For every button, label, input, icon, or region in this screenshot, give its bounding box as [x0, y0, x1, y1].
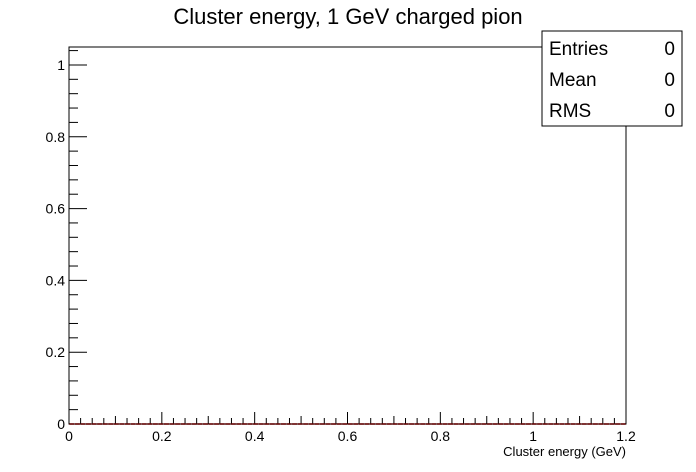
- x-tick-label: 0.8: [431, 428, 451, 444]
- axis-tick-labels: 0 0.2 0.4 0.6 0.8 1 1.2 0 0.2 0.4 0.6 0.8 1: [46, 57, 636, 444]
- stats-box: Entries 0 Mean 0 RMS 0: [541, 30, 683, 127]
- y-tick-label: 0.8: [46, 129, 66, 145]
- plot-frame: [68, 46, 627, 425]
- stats-entries-label: Entries: [549, 39, 608, 60]
- x-tick-label: 0: [65, 428, 73, 444]
- stats-mean-value: 0: [664, 70, 675, 91]
- stats-box-frame: [541, 30, 683, 127]
- x-tick-label: 1.2: [616, 428, 636, 444]
- stats-rms-value: 0: [664, 101, 675, 122]
- y-tick-label: 0: [57, 416, 65, 432]
- x-axis-label: Cluster energy (GeV): [503, 444, 626, 459]
- y-tick-label: 0.6: [46, 201, 66, 217]
- chart-title: Cluster energy, 1 GeV charged pion: [173, 4, 522, 29]
- stats-rms-label: RMS: [549, 101, 591, 122]
- x-tick-label: 1: [529, 428, 537, 444]
- x-tick-label: 0.2: [152, 428, 172, 444]
- stats-mean-label: Mean: [549, 70, 597, 91]
- x-tick-label: 0.4: [245, 428, 265, 444]
- y-tick-label: 0.4: [46, 272, 66, 288]
- stats-entries-value: 0: [664, 39, 675, 60]
- y-tick-label: 0.2: [46, 344, 66, 360]
- x-tick-label: 0.6: [338, 428, 358, 444]
- y-tick-label: 1: [57, 57, 65, 73]
- axis-ticks: [68, 50, 627, 425]
